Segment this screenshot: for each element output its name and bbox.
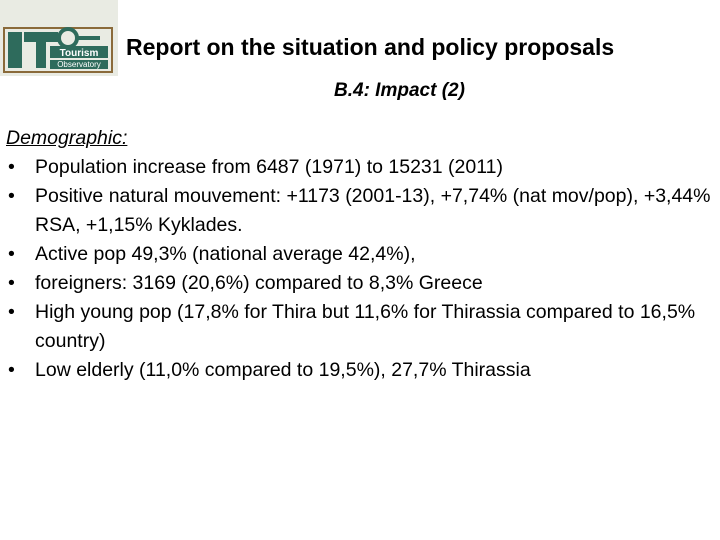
- bullet-icon: •: [8, 301, 15, 323]
- list-item: • Population increase from 6487 (1971) t…: [6, 153, 712, 182]
- list-item: • High young pop (17,8% for Thira but 11…: [6, 298, 712, 356]
- bullet-icon: •: [8, 185, 15, 207]
- tourism-observatory-logo: Tourism Observatory: [0, 0, 118, 76]
- list-item-text: Population increase from 6487 (1971) to …: [35, 156, 503, 178]
- bullet-icon: •: [8, 359, 15, 381]
- list-item: • foreigners: 3169 (20,6%) compared to 8…: [6, 269, 712, 298]
- list-item: • Low elderly (11,0% compared to 19,5%),…: [6, 356, 712, 385]
- list-item-text: Low elderly (11,0% compared to 19,5%), 2…: [35, 359, 531, 381]
- bullet-icon: •: [8, 272, 15, 294]
- page-title: Report on the situation and policy propo…: [126, 34, 615, 60]
- content-area: Demographic: • Population increase from …: [6, 124, 712, 385]
- list-item-text: Active pop 49,3% (national average 42,4%…: [35, 243, 416, 265]
- bullet-icon: •: [8, 156, 15, 178]
- svg-text:Tourism: Tourism: [60, 48, 99, 59]
- section-heading: Demographic:: [6, 127, 128, 149]
- list-item: • Positive natural mouvement: +1173 (200…: [6, 182, 712, 240]
- list-item: • Active pop 49,3% (national average 42,…: [6, 240, 712, 269]
- list-item-text: foreigners: 3169 (20,6%) compared to 8,3…: [35, 272, 483, 294]
- list-item-text: Positive natural mouvement: +1173 (2001-…: [35, 185, 711, 236]
- logo-graphic: Tourism Observatory: [0, 0, 118, 76]
- bullet-list: • Population increase from 6487 (1971) t…: [6, 153, 712, 385]
- bullet-icon: •: [8, 243, 15, 265]
- list-item-text: High young pop (17,8% for Thira but 11,6…: [35, 301, 696, 352]
- slide-subtitle: B.4: Impact (2): [334, 80, 465, 101]
- svg-text:Observatory: Observatory: [57, 60, 101, 69]
